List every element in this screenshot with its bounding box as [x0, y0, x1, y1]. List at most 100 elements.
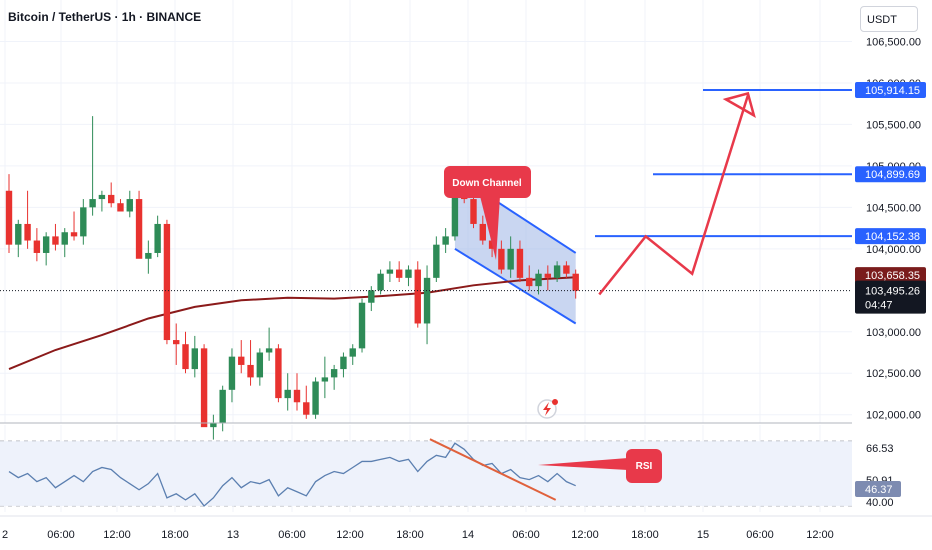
- candle: [256, 348, 264, 386]
- candle: [535, 269, 542, 295]
- moving-average-line: [8, 276, 576, 371]
- candle-body: [423, 277, 431, 324]
- candle: [544, 265, 552, 291]
- candle: [377, 269, 384, 295]
- level-price-badge: 105,914.15: [855, 82, 926, 99]
- candle: [182, 331, 189, 374]
- candle-body: [135, 199, 143, 259]
- candle: [210, 414, 217, 440]
- candle-body: [386, 269, 394, 274]
- candle: [479, 215, 486, 245]
- candle-body: [340, 356, 347, 370]
- down-channel-lower-line[interactable]: [454, 247, 577, 325]
- candle-body: [126, 199, 133, 212]
- candle: [52, 223, 59, 251]
- price-tick-label: 104,000.00: [866, 244, 921, 256]
- level-price-badge-box: [855, 166, 926, 183]
- candle: [433, 236, 440, 282]
- time-tick-label: 18:00: [161, 529, 189, 541]
- candle: [340, 352, 347, 378]
- candle-body: [451, 182, 459, 237]
- time-tick-label: 06:00: [512, 529, 540, 541]
- time-axis[interactable]: 2 06:00 12:00 18:00 13 06:00 12:00 18:00 14 06:00…: [0, 515, 932, 541]
- time-tick-label: 15: [697, 529, 709, 541]
- candle: [117, 199, 124, 212]
- candle: [265, 327, 273, 361]
- candle-body: [24, 223, 31, 241]
- time-tick-label: 12:00: [806, 529, 834, 541]
- current-price-badge: 103,495.26 04:47: [855, 280, 926, 314]
- level-price-badge-box: [855, 82, 926, 99]
- candle: [423, 265, 431, 345]
- projection-arrowhead: [722, 91, 756, 118]
- rsi-current-badge: 46.37: [855, 480, 901, 497]
- candle-body: [516, 248, 524, 278]
- candle: [284, 373, 291, 411]
- candle-body: [442, 236, 449, 245]
- candle: [154, 215, 161, 258]
- down-channel-callout[interactable]: Down Channel: [444, 166, 531, 260]
- currency-badge[interactable]: USDT: [860, 6, 918, 32]
- rsi-current-text: 46.37: [865, 484, 893, 496]
- candle: [191, 335, 198, 378]
- candle: [442, 228, 449, 253]
- candle-body: [107, 194, 115, 204]
- candle: [135, 190, 143, 259]
- candle: [349, 344, 356, 365]
- candle-body: [303, 402, 310, 415]
- rsi-callout-pointer: [538, 458, 628, 470]
- candle-body: [163, 223, 171, 341]
- level-price-badge-text: 104,152.38: [865, 231, 920, 243]
- candle-body: [470, 199, 477, 224]
- candle: [219, 385, 226, 432]
- candle: [330, 364, 338, 390]
- candle: [107, 182, 115, 208]
- candle-body: [173, 340, 180, 345]
- candle-body: [377, 273, 384, 291]
- current-price-text: 103,495.26: [865, 286, 920, 298]
- candle-body: [321, 377, 329, 382]
- candle: [42, 232, 50, 266]
- candle-body: [284, 389, 291, 399]
- rsi-tick-label: 66.53: [866, 443, 894, 455]
- candle-body: [265, 348, 273, 353]
- candle: [98, 190, 106, 212]
- candle: [145, 240, 152, 274]
- candle-body: [368, 290, 375, 303]
- time-tick-label: 06:00: [47, 529, 75, 541]
- price-tick-label: 104,500.00: [866, 202, 921, 214]
- projection-path[interactable]: [598, 95, 750, 296]
- time-tick-label: 18:00: [396, 529, 424, 541]
- time-tick-label: 2: [2, 529, 8, 541]
- candle: [395, 261, 403, 282]
- candle: [200, 344, 208, 428]
- candle: [414, 261, 421, 328]
- ma-price-badge-text: 103,658.35: [865, 270, 920, 282]
- candle-body: [80, 207, 87, 237]
- candle-body: [228, 356, 236, 390]
- candle: [526, 265, 533, 291]
- candle-body: [479, 223, 486, 241]
- candle: [303, 385, 310, 419]
- price-gridlines: [0, 0, 852, 423]
- price-axis[interactable]: 106,500.00106,000.00105,500.00105,000.00…: [852, 0, 932, 423]
- price-tick-label: 105,500.00: [866, 119, 921, 131]
- candle: [358, 298, 366, 353]
- price-tick-label: 102,000.00: [866, 410, 921, 422]
- rsi-current-badge-box: [855, 480, 901, 497]
- chart-title: Bitcoin / TetherUS · 1h · BINANCE: [8, 10, 202, 24]
- candle: [126, 190, 133, 218]
- time-tick-label: 06:00: [278, 529, 306, 541]
- lightning-icon[interactable]: [537, 399, 558, 419]
- candle-body: [498, 248, 505, 270]
- candle: [516, 240, 524, 282]
- candle: [238, 340, 245, 374]
- candle-body: [330, 369, 338, 378]
- ma-price-badge: 103,658.35: [855, 267, 926, 284]
- rsi-trendline[interactable]: [429, 438, 557, 501]
- rsi-tick-label: 40.00: [866, 497, 894, 509]
- rsi-callout[interactable]: RSI: [538, 449, 662, 483]
- candle-body: [89, 199, 96, 208]
- rsi-axis-background: [852, 424, 932, 516]
